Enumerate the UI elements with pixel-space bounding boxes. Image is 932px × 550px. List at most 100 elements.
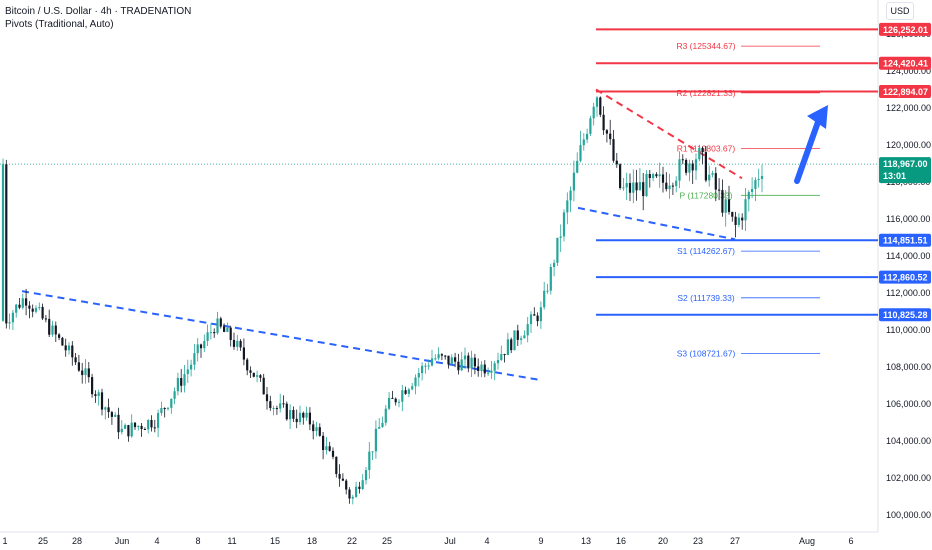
candle-body: [397, 401, 401, 403]
candle-body: [391, 397, 394, 399]
candle-body: [556, 237, 559, 263]
candle-body: [173, 391, 176, 399]
x-tick-label: 22: [347, 536, 357, 546]
y-tick-label: 102,000.00: [886, 473, 931, 483]
candle-body: [91, 377, 94, 395]
candle-body: [58, 334, 61, 338]
candle-body: [609, 133, 612, 140]
resistance-tag-label: 124,420.41: [883, 59, 928, 69]
candle-body: [605, 130, 608, 134]
candle-body: [711, 173, 714, 175]
arrow-shaft: [794, 119, 821, 184]
candle-body: [84, 368, 87, 376]
x-tick-label: 8: [195, 536, 200, 546]
candle-body: [625, 183, 628, 188]
candle-body: [718, 189, 721, 191]
candle-body: [193, 353, 196, 365]
time-axis[interactable]: 1 25 28 Jun 4 8 11 15 18 22 25 Jul 4 9 13 16 20 23 27 Aug 6: [2, 536, 853, 546]
candle-body: [450, 357, 453, 365]
candle-body: [219, 318, 222, 327]
candle-body: [368, 451, 371, 471]
candle-body: [302, 412, 305, 418]
currency-button[interactable]: USD: [886, 2, 914, 20]
candle-body: [520, 338, 523, 340]
candle-body: [279, 403, 282, 409]
candle-body: [533, 314, 536, 316]
candle-body: [25, 298, 28, 306]
candle-body: [143, 428, 146, 430]
x-tick-label: 18: [307, 536, 317, 546]
candle-body: [602, 114, 605, 131]
candle-body: [437, 354, 440, 359]
candle-body: [15, 304, 18, 313]
candle-body: [708, 174, 711, 181]
candle-body: [731, 211, 734, 217]
pivot-label-p: P (117280.33): [679, 190, 732, 200]
candle-body: [444, 355, 447, 357]
candle-body: [259, 375, 262, 378]
candle-body: [361, 480, 364, 489]
candle-body: [529, 314, 533, 325]
candle-body: [345, 480, 348, 490]
candle-body: [322, 435, 325, 451]
candle-body: [100, 392, 104, 410]
bullish-projection-arrow: [794, 105, 828, 184]
resistance-tag: [879, 84, 931, 98]
candle-body: [18, 304, 21, 308]
pivot-label-s2: S2 (111739.33): [677, 293, 735, 303]
pivot-label-s1: S1 (114262.67): [677, 246, 735, 256]
candle-body: [652, 174, 655, 179]
candle-body: [751, 188, 754, 193]
resistance-tag-label: 126,252.01: [883, 25, 928, 35]
candle-body: [1, 164, 5, 321]
candle-body: [371, 451, 374, 453]
candle-body: [582, 139, 585, 146]
candle-body: [216, 318, 219, 334]
candle-body: [239, 340, 242, 348]
candle-body: [229, 327, 232, 340]
support-tag-label: 114,851.51: [883, 236, 928, 246]
candle-body: [81, 370, 84, 376]
candle-body: [691, 163, 694, 171]
candlesticks: [1, 95, 764, 505]
candle-body: [163, 408, 166, 410]
candle-body: [180, 378, 183, 386]
candle-body: [576, 160, 579, 173]
candle-body: [589, 118, 592, 134]
candle-body: [510, 339, 513, 351]
candle-body: [493, 363, 496, 371]
candle-body: [539, 307, 542, 322]
candle-body: [586, 133, 589, 140]
candle-body: [269, 401, 272, 409]
x-tick-label: Jun: [115, 536, 130, 546]
symbol-title[interactable]: Bitcoin / U.S. Dollar · 4h · TRADENATION: [5, 6, 192, 17]
candle-body: [599, 97, 602, 115]
candle-body: [312, 424, 315, 432]
candle-body: [675, 180, 678, 187]
candle-body: [305, 412, 308, 418]
candle-body: [364, 470, 368, 481]
candle-body: [477, 366, 480, 372]
x-tick-label: 23: [693, 536, 703, 546]
candle-body: [737, 217, 740, 225]
candle-body: [427, 365, 430, 367]
candle-body: [619, 164, 622, 188]
candle-body: [678, 159, 681, 181]
y-tick-label: 110,000.00: [886, 325, 930, 335]
candle-body: [48, 318, 51, 335]
candle-body: [315, 427, 318, 432]
trendline: [577, 206, 736, 241]
candle-body: [272, 408, 275, 410]
candle-body: [487, 372, 490, 374]
candle-body: [384, 408, 387, 423]
candle-body: [54, 325, 57, 335]
candle-body: [757, 178, 760, 180]
candle-body: [473, 357, 476, 367]
candle-body: [87, 368, 90, 378]
candle-body: [104, 407, 107, 410]
indicator-label[interactable]: Pivots (Traditional, Auto): [5, 19, 114, 30]
x-tick-label: 4: [484, 536, 489, 546]
support-tag-label: 110,825.28: [883, 310, 928, 320]
candle-body: [77, 362, 80, 371]
